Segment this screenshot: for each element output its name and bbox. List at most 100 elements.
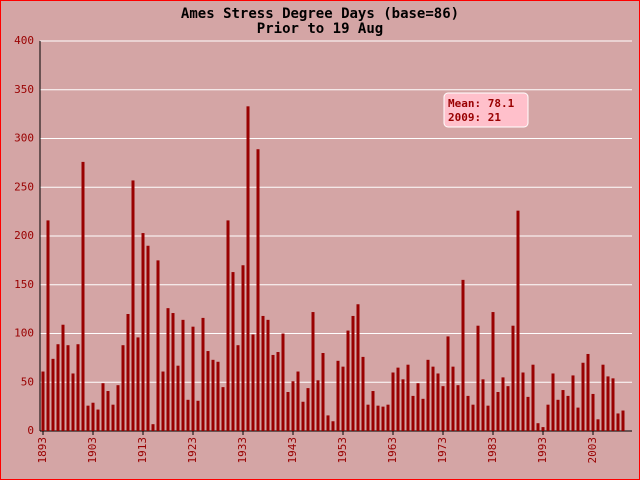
annotation: Mean: 78.1 <box>448 97 515 110</box>
bar <box>241 265 245 431</box>
bar <box>531 364 535 431</box>
bar <box>81 161 85 431</box>
y-tick-label: 200 <box>14 229 34 242</box>
bar <box>191 326 195 431</box>
bar <box>326 415 330 431</box>
bar <box>221 387 225 431</box>
bar <box>61 324 65 431</box>
bar <box>256 149 260 431</box>
bar <box>106 391 110 431</box>
y-tick-label: 350 <box>14 83 34 96</box>
bar <box>446 336 450 431</box>
bar <box>431 366 435 431</box>
bar <box>231 272 235 431</box>
bar <box>176 365 180 431</box>
bar <box>321 353 325 431</box>
bar <box>556 399 560 431</box>
bar <box>551 373 555 431</box>
bar <box>91 402 95 431</box>
bar <box>451 366 455 431</box>
bar <box>316 380 320 431</box>
bar <box>581 362 585 431</box>
x-tick-label: 1903 <box>86 437 99 464</box>
x-tick-label: 1963 <box>386 437 399 464</box>
bar <box>386 404 390 431</box>
bar <box>396 367 400 431</box>
bar <box>336 360 340 431</box>
bar <box>616 413 620 431</box>
bar <box>296 371 300 431</box>
bar <box>351 315 355 431</box>
bar <box>181 319 185 431</box>
chart-subtitle: Prior to 19 Aug <box>257 21 383 37</box>
bar <box>341 366 345 431</box>
bar <box>136 337 140 431</box>
bar <box>331 421 335 431</box>
bar <box>156 260 160 431</box>
bar <box>166 308 170 431</box>
bar <box>271 354 275 431</box>
bar <box>536 423 540 431</box>
annotation-box <box>443 92 529 128</box>
x-tick-label: 1953 <box>336 437 349 464</box>
bar <box>186 399 190 431</box>
bar <box>346 330 350 431</box>
y-tick-label: 400 <box>14 34 34 47</box>
bar <box>251 334 255 431</box>
bar <box>491 312 495 431</box>
bar <box>401 379 405 431</box>
bar <box>371 391 375 431</box>
bar <box>381 406 385 431</box>
bar <box>376 405 380 431</box>
bar <box>96 409 100 431</box>
bar <box>576 407 580 431</box>
bar <box>56 344 60 431</box>
bar <box>71 373 75 431</box>
bar <box>466 395 470 431</box>
bar <box>516 210 520 431</box>
bar <box>436 373 440 431</box>
bar <box>541 427 545 431</box>
bar <box>416 383 420 431</box>
bar <box>146 245 150 431</box>
bar <box>521 372 525 431</box>
bar <box>41 371 45 431</box>
bar <box>411 395 415 431</box>
y-tick-label: 100 <box>14 327 34 340</box>
bar <box>506 386 510 431</box>
bar <box>426 359 430 431</box>
bar <box>611 378 615 431</box>
bar <box>236 345 240 431</box>
bar <box>116 385 120 431</box>
chart-title: Ames Stress Degree Days (base=86) <box>181 6 459 22</box>
plot-area: 0 50 100 150 200 250 300 350 400 1893 1903 1913 1923… <box>14 34 632 464</box>
x-tick-label: 1923 <box>186 437 199 464</box>
annotation: 2009: 21 <box>448 111 501 124</box>
bar <box>361 356 365 431</box>
bar <box>561 390 565 431</box>
bar <box>601 364 605 431</box>
bar <box>471 404 475 431</box>
bar <box>461 279 465 431</box>
bar <box>441 386 445 431</box>
bar <box>216 361 220 431</box>
bar <box>161 371 165 431</box>
bar <box>246 106 250 431</box>
bar <box>201 317 205 431</box>
y-tick-label: 50 <box>21 375 34 388</box>
bar <box>356 304 360 431</box>
y-tick-label: 300 <box>14 132 34 145</box>
bar <box>571 375 575 431</box>
bar <box>126 314 130 431</box>
bar <box>286 392 290 431</box>
bar <box>586 353 590 431</box>
bar <box>591 393 595 431</box>
bar <box>456 385 460 431</box>
bar <box>141 233 145 431</box>
bar <box>596 419 600 431</box>
bar <box>291 381 295 431</box>
bar <box>606 376 610 431</box>
x-tick-label: 2003 <box>586 437 599 464</box>
bar <box>226 220 230 431</box>
x-tick-label: 1893 <box>36 437 49 464</box>
